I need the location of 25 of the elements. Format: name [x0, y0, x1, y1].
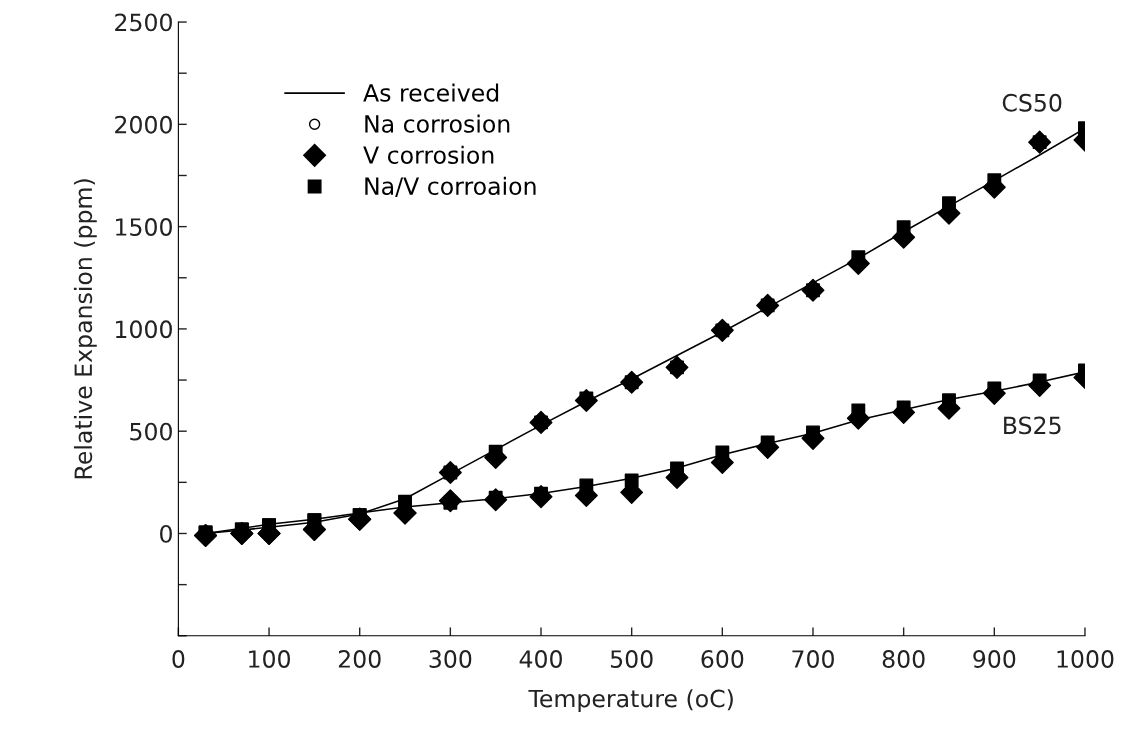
x-tick-label: 800 [882, 650, 925, 668]
x-tick-label: 700 [792, 650, 834, 668]
x-axis-title: Temperature (oC) [528, 689, 733, 713]
y-tick-label: 0 [160, 524, 172, 543]
annotation: BS25 [1004, 416, 1061, 435]
x-tick-label: 0 [172, 650, 185, 668]
y-axis-title: Relative Expansion (ppm) [73, 179, 97, 479]
x-tick-label: 600 [701, 650, 744, 668]
legend-label: Na corrosion [365, 114, 510, 133]
y-tick-label: 2500 [115, 13, 172, 32]
y-tick-label: 1000 [116, 320, 172, 339]
y-tick-label: 2000 [115, 115, 172, 134]
y-tick-label: 1500 [116, 218, 172, 236]
x-tick-label: 900 [973, 650, 1016, 668]
x-tick-label: 200 [338, 650, 381, 668]
y-tick-label: 500 [130, 422, 172, 441]
x-tick-label: 500 [610, 650, 653, 668]
annotation: CS50 [1002, 93, 1062, 112]
x-tick-label: 300 [429, 650, 472, 668]
legend-label: V corrosion [363, 145, 494, 164]
x-tick-label: 100 [249, 650, 291, 668]
x-tick-label: 1000 [1057, 650, 1114, 668]
legend-label: Na/V corroaion [365, 176, 536, 197]
legend-label: As received [363, 83, 499, 102]
x-tick-label: 400 [519, 650, 562, 668]
